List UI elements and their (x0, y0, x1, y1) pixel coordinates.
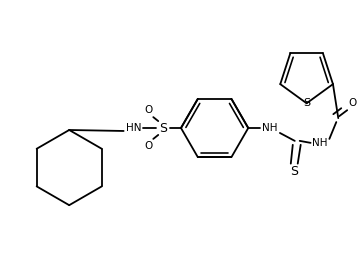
Text: S: S (303, 98, 310, 108)
Text: HN: HN (126, 123, 141, 133)
Text: NH: NH (262, 123, 278, 133)
Text: O: O (144, 141, 153, 151)
Text: S: S (290, 165, 298, 178)
Text: S: S (159, 122, 167, 134)
Text: O: O (348, 98, 356, 108)
Text: O: O (144, 105, 153, 115)
Text: NH: NH (311, 138, 327, 148)
